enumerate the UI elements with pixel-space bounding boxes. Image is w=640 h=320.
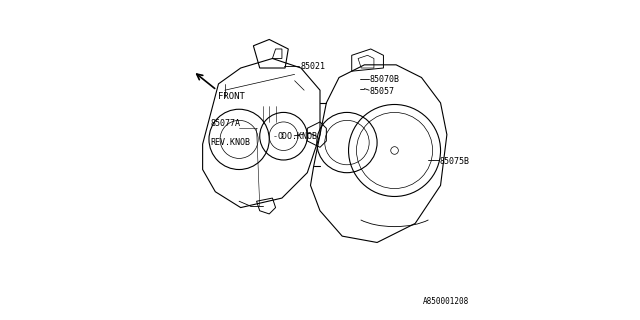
Text: REV.KNOB: REV.KNOB: [211, 138, 250, 147]
Text: FRONT: FRONT: [218, 92, 245, 101]
Text: 85021: 85021: [300, 62, 325, 71]
Text: 85070B: 85070B: [370, 75, 400, 84]
Text: 85057: 85057: [370, 87, 395, 96]
Text: ODO.KNOB: ODO.KNOB: [277, 132, 317, 141]
Text: A850001208: A850001208: [423, 297, 469, 306]
Text: 85077A: 85077A: [211, 119, 241, 128]
Text: 85075B: 85075B: [440, 157, 470, 166]
